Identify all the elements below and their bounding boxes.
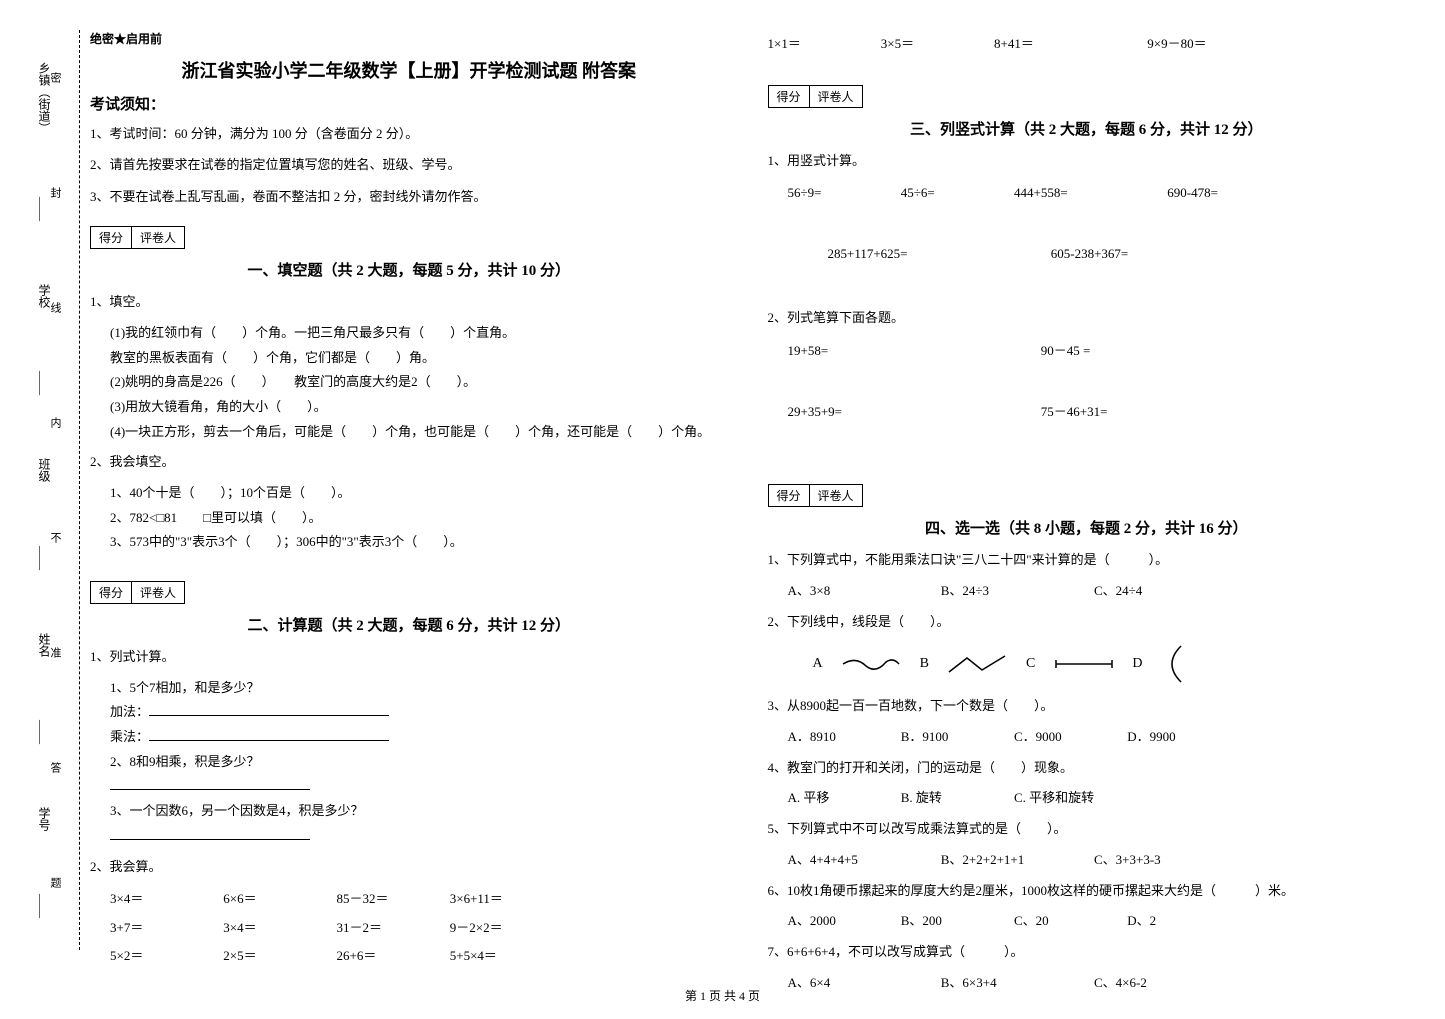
notice-heading: 考试须知： — [90, 93, 728, 114]
s1-q1-1: (1)我的红领巾有（ ）个角。一把三角尺最多只有（ ）个直角。 — [110, 321, 728, 346]
s4-q5-opts: A、4+4+4+5 B、2+2+2+1+1 C、3+3+3-3 — [788, 848, 1406, 873]
s4-q6: 6、10枚1角硬币摞起来的厚度大约是2厘米，1000枚这样的硬币摞起来大约是（ … — [768, 879, 1406, 904]
s1-q1-title: 1、填空。 — [90, 290, 728, 315]
s2-q1-2b — [110, 774, 728, 799]
calc-row-3: 5×2＝ 2×5＝ 26+6＝ 5+5×4＝ — [110, 942, 728, 971]
calc-row-2: 3+7＝ 3×4＝ 31－2＝ 9－2×2＝ — [110, 914, 728, 943]
s4-q1-opts: A、3×8 B、24÷3 C、24÷4 — [788, 579, 1406, 604]
choice-a-label: A — [813, 656, 823, 672]
notice-1: 1、考试时间：60 分钟，满分为 100 分（含卷面分 2 分）。 — [90, 122, 728, 145]
s3-q1-r1: 56÷9= 45÷6= 444+558= 690-478= — [788, 179, 1406, 208]
s4-q3-opts: A．8910 B．9100 C．9000 D．9900 — [788, 725, 1406, 750]
score-box-4: 得分 评卷人 — [768, 484, 863, 507]
s1-q2-1: 1、40个十是（ ）；10个百是（ ）。 — [110, 481, 728, 506]
s1-q2-title: 2、我会填空。 — [90, 450, 728, 475]
section-4-heading: 四、选一选（共 8 小题，每题 2 分，共计 16 分） — [768, 517, 1406, 538]
s2-q1-2: 2、8和9相乘，积是多少？ — [110, 750, 728, 775]
s2-q1-1: 1、5个7相加，和是多少？ — [110, 676, 728, 701]
s2-q2-title: 2、我会算。 — [90, 855, 728, 880]
s4-q5: 5、下列算式中不可以改写成乘法算式的是（ ）。 — [768, 817, 1406, 842]
curve-a-icon — [841, 654, 901, 674]
s4-q4: 4、教室门的打开和关闭，门的运动是（ ）现象。 — [768, 756, 1406, 781]
s1-q1-3: (3)用放大镜看角，角的大小（ ）。 — [110, 395, 728, 420]
s3-q2-r2: 29+35+9= 75－46+31= — [788, 398, 1406, 427]
blank-line — [149, 727, 389, 741]
choice-b-label: B — [920, 656, 929, 672]
confidential-label: 绝密★启用前 — [90, 30, 728, 47]
s2-q1-mul: 乘法： — [110, 725, 728, 750]
notice-2: 2、请首先按要求在试卷的指定位置填写您的姓名、班级、学号。 — [90, 153, 728, 176]
choice-d-label: D — [1132, 656, 1142, 672]
s3-q1-title: 1、用竖式计算。 — [768, 149, 1406, 174]
score-label: 得分 — [91, 227, 132, 248]
s2-q1-title: 1、列式计算。 — [90, 645, 728, 670]
s4-q3: 3、从8900起一百一百地数，下一个数是（ ）。 — [768, 694, 1406, 719]
s3-q2-r1: 19+58= 90－45 = — [788, 337, 1406, 366]
page-footer: 第 1 页 共 4 页 — [0, 987, 1445, 1004]
section-3-heading: 三、列竖式计算（共 2 大题，每题 6 分，共计 12 分） — [768, 118, 1406, 139]
blank-line — [110, 776, 310, 790]
calc-row-1: 3×4＝ 6×6＝ 85－32＝ 3×6+11＝ — [110, 885, 728, 914]
s4-q2-figures: A B C D — [798, 644, 1406, 684]
seal-line-text: 密 封 线 内 不 准 答 题 — [40, 30, 70, 950]
s3-q1-r2: 285+117+625= 605-238+367= — [828, 240, 1406, 269]
blank-line — [149, 702, 389, 716]
s2-q1-add: 加法： — [110, 700, 728, 725]
marker-label: 评卷人 — [132, 227, 184, 248]
section-2-heading: 二、计算题（共 2 大题，每题 6 分，共计 12 分） — [90, 614, 728, 635]
polyline-b-icon — [947, 654, 1007, 674]
s3-q2-title: 2、列式笔算下面各题。 — [768, 306, 1406, 331]
exam-title: 浙江省实验小学二年级数学【上册】开学检测试题 附答案 — [90, 57, 728, 83]
s4-q7: 7、6+6+6+4，不可以改写成算式（ ）。 — [768, 940, 1406, 965]
s2-q1-3b — [110, 824, 728, 849]
s1-q2-3: 3、573中的"3"表示3个（ ）；306中的"3"表示3个（ ）。 — [110, 530, 728, 555]
notice-3: 3、不要在试卷上乱写乱画，卷面不整洁扣 2 分，密封线外请勿作答。 — [90, 185, 728, 208]
blank-line — [110, 826, 310, 840]
s1-q1-4: (4)一块正方形，剪去一个角后，可能是（ ）个角，也可能是（ ）个角，还可能是（… — [110, 420, 728, 445]
s4-q6-opts: A、2000 B、200 C、20 D、2 — [788, 909, 1406, 934]
choice-c-label: C — [1026, 656, 1035, 672]
section-1-heading: 一、填空题（共 2 大题，每题 5 分，共计 10 分） — [90, 259, 728, 280]
s1-q2-2: 2、782<□81 □里可以填（ ）。 — [110, 506, 728, 531]
s2-q1-3: 3、一个因数6，另一个因数是4，积是多少？ — [110, 799, 728, 824]
s4-q2: 2、下列线中，线段是（ ）。 — [768, 610, 1406, 635]
score-box: 得分 评卷人 — [90, 226, 185, 249]
arc-d-icon — [1161, 644, 1191, 684]
s1-q1-2: (2)姚明的身高是226（ ） 教室门的高度大约是2（ ）。 — [110, 370, 728, 395]
s4-q1: 1、下列算式中，不能用乘法口诀"三八二十四"来计算的是（ ）。 — [768, 548, 1406, 573]
score-box-2: 得分 评卷人 — [90, 581, 185, 604]
score-box-3: 得分 评卷人 — [768, 85, 863, 108]
s4-q4-opts: A. 平移 B. 旋转 C. 平移和旋转 — [788, 786, 1406, 811]
segment-c-icon — [1054, 654, 1114, 674]
s1-q1-1b: 教室的黑板表面有（ ）个角，它们都是（ ）角。 — [110, 346, 728, 371]
calc-row-4: 1×1＝ 3×5＝ 8+41＝ 9×9－80＝ — [768, 30, 1406, 59]
